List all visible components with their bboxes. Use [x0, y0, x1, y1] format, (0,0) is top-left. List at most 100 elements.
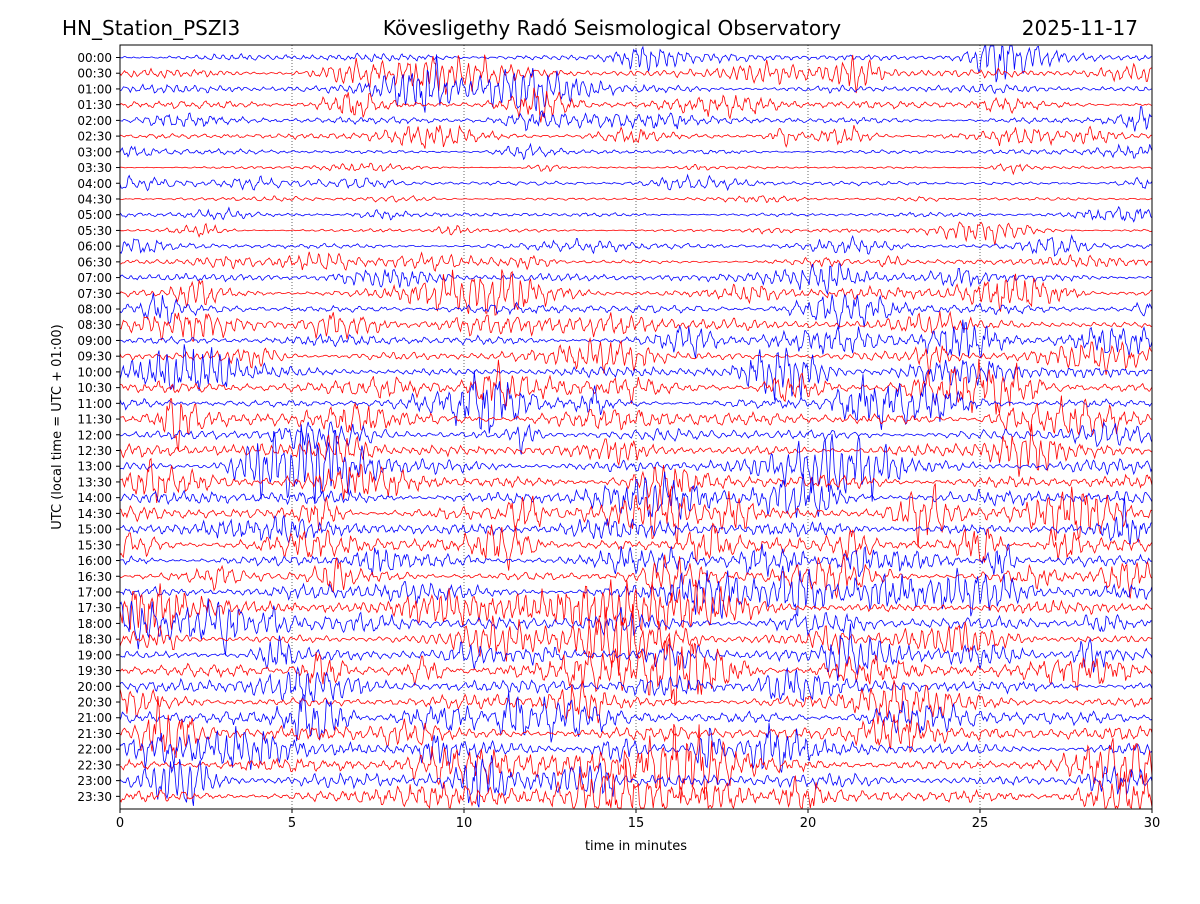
y-tick-label: 20:30 [77, 696, 112, 710]
y-tick-label: 02:00 [77, 114, 112, 128]
trace-0830 [119, 310, 1153, 342]
trace-1530 [119, 522, 1153, 571]
trace-1300 [119, 424, 1153, 505]
trace-1500 [119, 497, 1153, 545]
x-axis-label: time in minutes [585, 839, 687, 854]
y-tick-label: 01:00 [77, 82, 112, 96]
y-tick-label: 01:30 [77, 98, 112, 112]
trace-2030 [119, 679, 1153, 733]
y-tick-label: 12:30 [77, 444, 112, 458]
y-tick-label: 03:30 [77, 161, 112, 175]
seismic-traces [119, 45, 1153, 810]
y-tick-label: 03:00 [77, 145, 112, 159]
vertical-grid-lines [291, 45, 981, 809]
x-tick-label: 15 [628, 816, 645, 831]
trace-1600 [119, 543, 1153, 578]
y-tick-label: 20:00 [77, 680, 112, 694]
trace-0330 [120, 162, 1153, 176]
y-tick-label: 07:30 [77, 287, 112, 301]
y-tick-label: 13:30 [77, 475, 112, 489]
trace-2000 [119, 666, 1153, 703]
trace-0030 [119, 54, 1153, 95]
x-tick-label: 20 [800, 816, 817, 831]
y-tick-label: 15:30 [77, 538, 112, 552]
x-axis-ticks: 0 5 10 15 20 25 30 [116, 809, 1160, 831]
trace-2230 [119, 723, 1153, 804]
trace-0300 [119, 142, 1153, 161]
y-tick-label: 06:00 [77, 240, 112, 254]
trace-1200 [119, 420, 1153, 455]
y-tick-label: 12:00 [77, 428, 112, 442]
trace-1230 [119, 423, 1153, 477]
trace-1730 [119, 579, 1153, 636]
y-tick-label: 08:30 [77, 318, 112, 332]
trace-2330 [119, 758, 1153, 810]
trace-1030 [119, 358, 1153, 415]
y-tick-label: 19:30 [77, 664, 112, 678]
trace-2100 [119, 691, 1153, 743]
y-tick-label: 14:30 [77, 507, 112, 521]
trace-0430 [119, 195, 1153, 204]
x-tick-label: 10 [456, 816, 473, 831]
y-tick-label: 04:30 [77, 192, 112, 206]
y-tick-label: 22:00 [77, 743, 112, 757]
x-tick-label: 0 [116, 816, 124, 831]
y-tick-label: 22:30 [77, 758, 112, 772]
trace-0700 [119, 263, 1153, 295]
trace-1630 [119, 554, 1153, 601]
x-tick-label: 30 [1144, 816, 1161, 831]
y-tick-label: 00:00 [77, 51, 112, 65]
trace-1130 [119, 395, 1153, 451]
y-tick-label: 16:00 [77, 554, 112, 568]
y-tick-label: 06:30 [77, 255, 112, 269]
trace-1800 [119, 598, 1153, 656]
y-tick-label: 09:00 [77, 334, 112, 348]
y-tick-label: 23:30 [77, 790, 112, 804]
trace-2200 [119, 723, 1153, 773]
trace-0100 [120, 54, 1153, 113]
trace-0600 [119, 234, 1153, 257]
trace-2130 [119, 696, 1153, 759]
x-tick-label: 25 [972, 816, 989, 831]
trace-0400 [119, 173, 1153, 192]
y-tick-label: 16:30 [77, 570, 112, 584]
trace-1830 [119, 604, 1153, 674]
trace-0000 [119, 45, 1152, 83]
x-tick-label: 5 [288, 816, 296, 831]
y-tick-label: 21:00 [77, 711, 112, 725]
trace-0900 [119, 319, 1153, 359]
y-tick-label: 00:30 [77, 67, 112, 81]
y-tick-label: 23:00 [77, 774, 112, 788]
trace-1400 [119, 471, 1153, 520]
y-tick-label: 17:00 [77, 585, 112, 599]
chart-date: 2025-11-17 [1022, 16, 1138, 40]
y-tick-label: 10:30 [77, 381, 112, 395]
y-tick-label: 08:00 [77, 303, 112, 317]
y-tick-label: 11:30 [77, 413, 112, 427]
station-name: HN_Station_PSZI3 [62, 16, 240, 40]
trace-0500 [119, 205, 1153, 223]
y-tick-label: 18:30 [77, 633, 112, 647]
y-tick-label: 21:30 [77, 727, 112, 741]
trace-0530 [119, 221, 1153, 246]
trace-0730 [119, 269, 1153, 316]
y-tick-label: 18:00 [77, 617, 112, 631]
y-tick-label: 11:00 [77, 397, 112, 411]
y-tick-label: 07:00 [77, 271, 112, 285]
trace-1430 [119, 483, 1153, 548]
trace-1930 [119, 637, 1153, 707]
y-tick-label: 17:30 [77, 601, 112, 615]
chart-title: Kövesligethy Radó Seismological Observat… [383, 16, 841, 40]
y-tick-label: 09:30 [77, 350, 112, 364]
trace-0130 [119, 87, 1153, 123]
trace-1100 [119, 370, 1153, 434]
y-axis-label: UTC (local time = UTC + 01:00) [50, 324, 65, 529]
trace-0200 [119, 106, 1153, 132]
trace-0930 [119, 336, 1153, 375]
trace-0630 [119, 251, 1153, 272]
y-tick-label: 04:00 [77, 177, 112, 191]
trace-2300 [119, 755, 1153, 808]
